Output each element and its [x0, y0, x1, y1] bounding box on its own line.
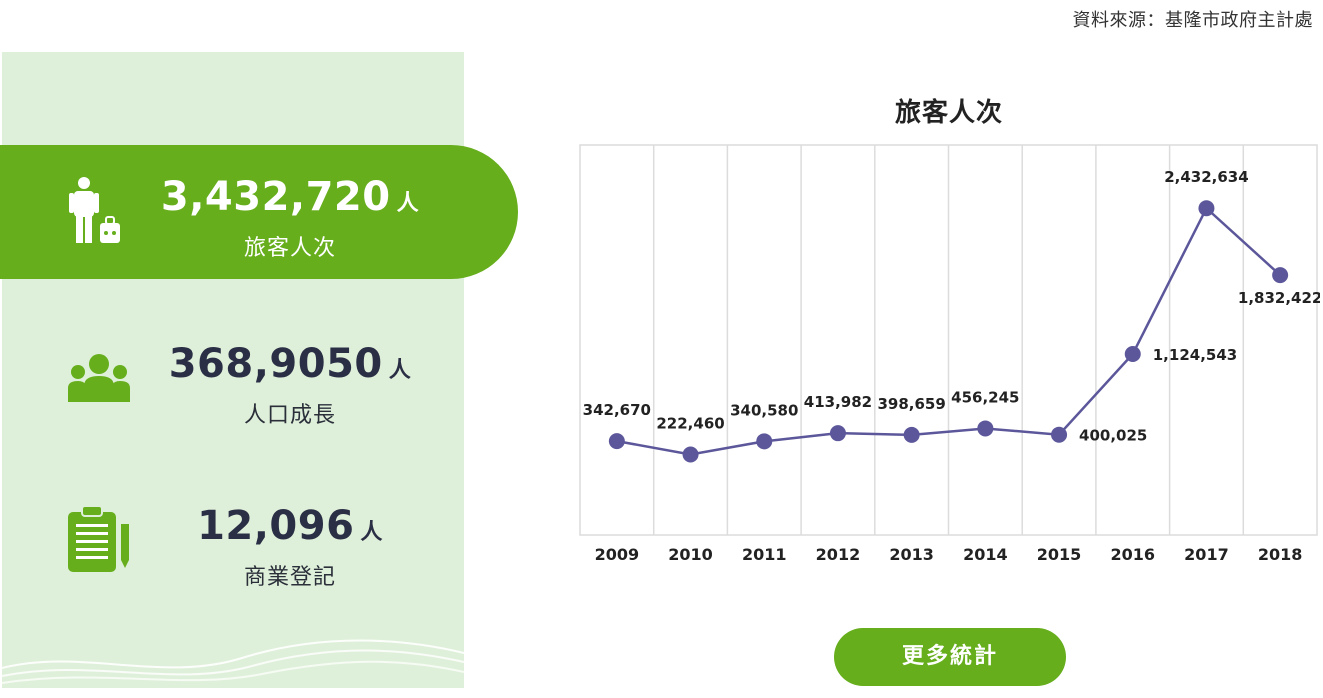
- people-icon: [68, 354, 130, 402]
- data-point: [1272, 267, 1289, 284]
- x-tick-label: 2012: [816, 545, 861, 564]
- stat-label: 旅客人次: [243, 236, 336, 261]
- x-tick-label: 2011: [742, 545, 787, 564]
- stat-value: 368,9050 人: [168, 341, 412, 387]
- chart-title: 旅客人次: [894, 98, 1003, 128]
- decorative-waves: [2, 639, 464, 684]
- clipboard-icon: [68, 505, 129, 572]
- data-label: 398,659: [877, 395, 945, 413]
- data-point: [1124, 345, 1141, 362]
- data-point: [1198, 200, 1215, 217]
- stat-business-text: 12,096 人 商業登記: [130, 502, 450, 591]
- stat-business[interactable]: 12,096 人 商業登記: [0, 474, 518, 608]
- data-point: [682, 446, 699, 463]
- data-label: 342,670: [583, 401, 651, 419]
- stat-travelers-text: 3,432,720 人 旅客人次: [130, 173, 450, 262]
- x-tick-label: 2018: [1258, 545, 1303, 564]
- data-source-note: 資料來源：基隆市政府主計處: [1072, 10, 1313, 31]
- data-point: [756, 433, 773, 450]
- x-tick-label: 2013: [889, 545, 934, 564]
- stat-value: 12,096 人: [197, 503, 383, 549]
- series-line: [616, 206, 1281, 456]
- data-point: [977, 420, 994, 437]
- x-tick-label: 2015: [1037, 545, 1082, 564]
- data-point: [1051, 426, 1068, 443]
- data-point: [903, 426, 920, 443]
- x-tick-label: 2009: [595, 545, 640, 564]
- traveler-icon: [69, 177, 120, 243]
- stat-label: 商業登記: [243, 565, 336, 590]
- data-point: [829, 425, 846, 442]
- x-tick-label: 2010: [668, 545, 713, 564]
- data-point: [608, 433, 625, 450]
- data-label: 413,982: [804, 393, 872, 411]
- data-label: 1,124,543: [1153, 346, 1237, 364]
- data-label: 400,025: [1079, 427, 1147, 445]
- stat-population-text: 368,9050 人 人口成長: [130, 340, 450, 429]
- data-label: 222,460: [656, 414, 724, 432]
- stat-label: 人口成長: [243, 403, 336, 428]
- more-stats-button[interactable]: 更多統計: [834, 628, 1066, 686]
- x-tick-label: 2016: [1110, 545, 1155, 564]
- stat-travelers[interactable]: 3,432,720 人 旅客人次: [0, 145, 518, 279]
- data-label: 1,832,422: [1238, 289, 1320, 307]
- stat-value: 3,432,720 人: [160, 174, 420, 220]
- data-label: 456,245: [951, 388, 1019, 406]
- x-tick-label: 2014: [963, 545, 1008, 564]
- x-tick-label: 2017: [1184, 545, 1229, 564]
- data-label: 340,580: [730, 401, 798, 419]
- data-label: 2,432,634: [1164, 168, 1248, 186]
- stat-population[interactable]: 368,9050 人 人口成長: [0, 312, 518, 446]
- line-chart: 342,670 222,460 340,580 413,982 398,659 456,2…: [579, 144, 1320, 564]
